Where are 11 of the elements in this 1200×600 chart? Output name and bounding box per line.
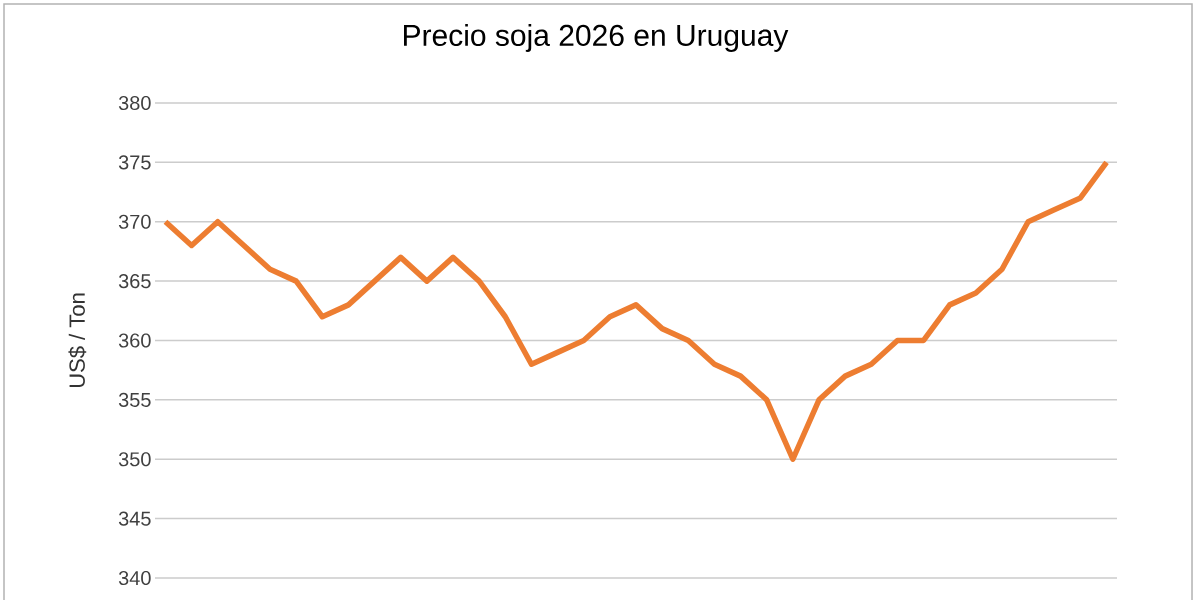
y-axis-title: US$ / Ton [68, 293, 87, 388]
y-tick-label: 370 [118, 214, 151, 229]
y-tick-label: 365 [118, 274, 151, 289]
y-tick-label: 380 [118, 95, 151, 111]
y-tick-label: 350 [118, 452, 151, 467]
y-tick-label: 375 [118, 155, 151, 170]
y-tick-label: 355 [118, 392, 151, 407]
y-tick-label: 345 [118, 511, 151, 526]
y-tick-label: 360 [118, 333, 151, 348]
y-tick-label: 340 [118, 570, 151, 586]
chart-title: Precio soja 2026 en Uruguay [404, 24, 789, 52]
